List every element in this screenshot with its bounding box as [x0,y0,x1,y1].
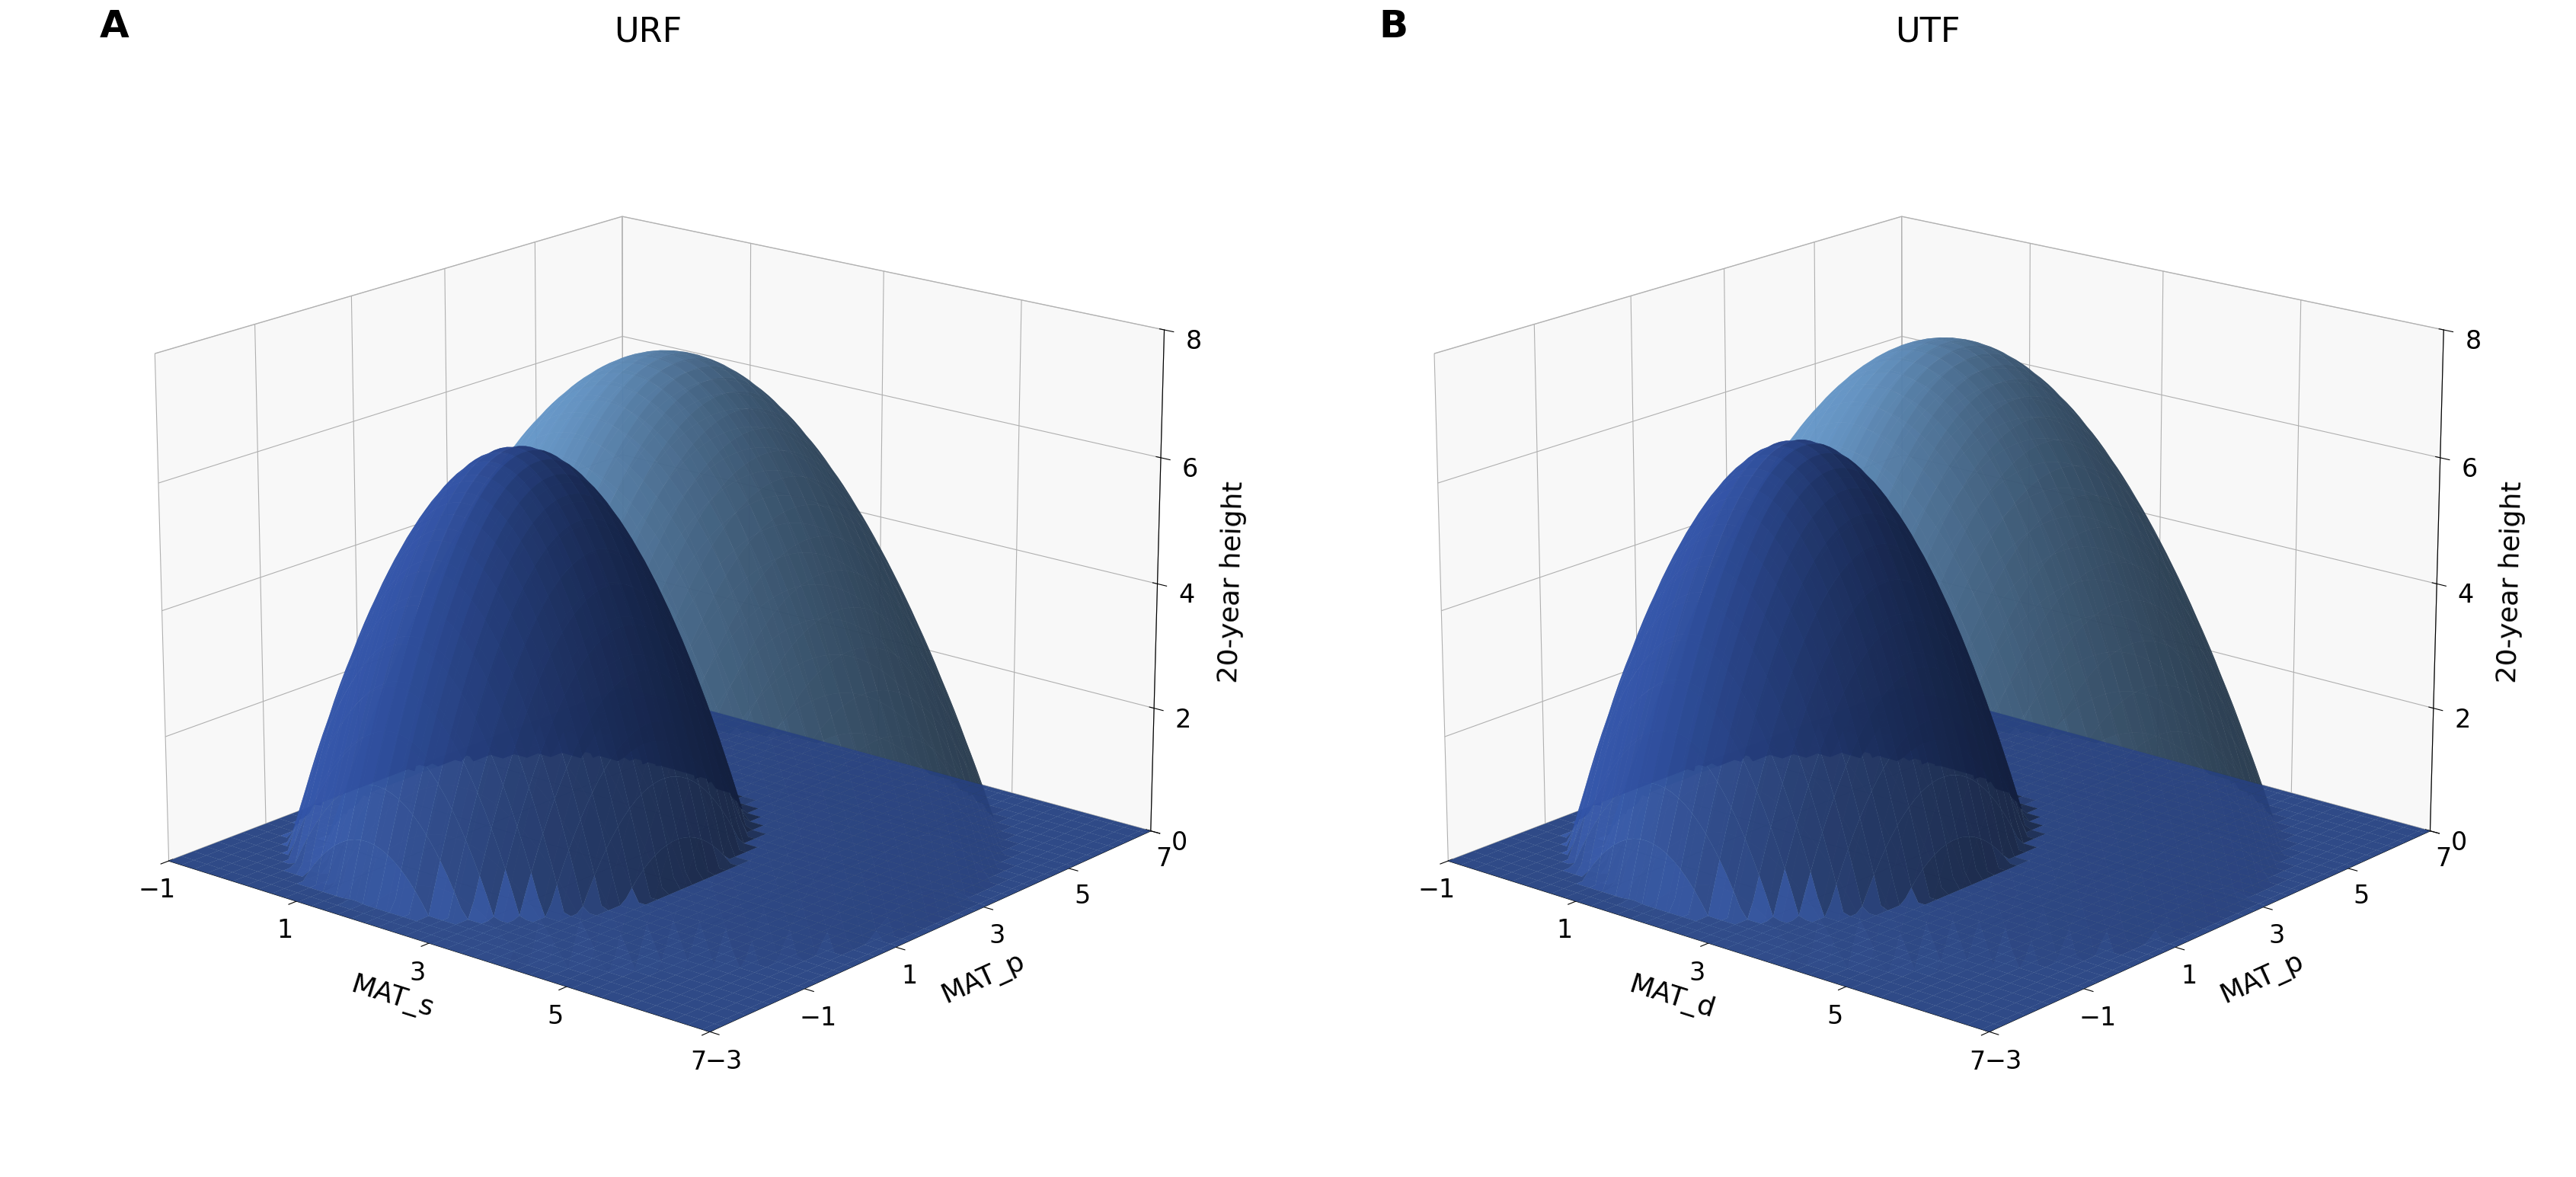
Title: URF: URF [613,15,683,48]
Text: B: B [1378,8,1406,45]
X-axis label: MAT_s: MAT_s [348,972,438,1023]
X-axis label: MAT_d: MAT_d [1625,971,1718,1024]
Y-axis label: MAT_p: MAT_p [938,949,1028,1009]
Y-axis label: MAT_p: MAT_p [2218,949,2308,1009]
Title: UTF: UTF [1896,15,1960,48]
Text: A: A [100,8,129,45]
